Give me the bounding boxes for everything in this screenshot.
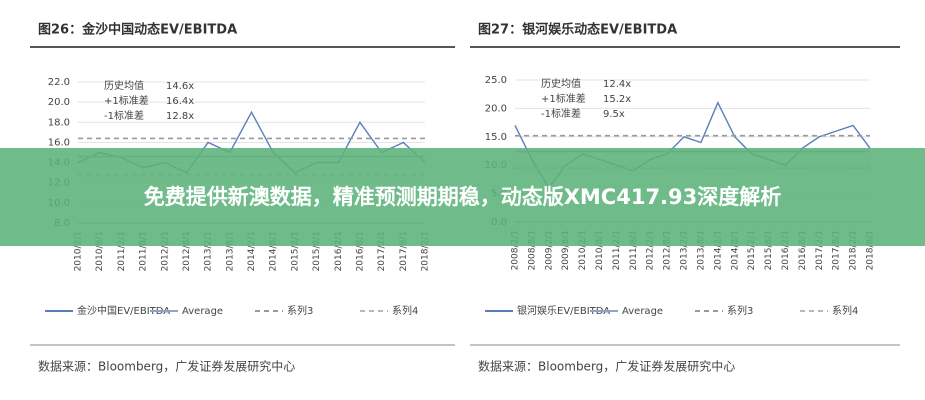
annotation-label: +1标准差 [104,94,149,107]
x-tick-label: 2013/2/1 [204,231,214,271]
x-tick-label: 2015/8/1 [764,230,774,270]
source: 数据来源：Bloomberg，广发证券发展研究中心 [38,359,295,374]
annotation-label: 历史均值 [541,77,581,90]
x-tick-label: 2013/8/1 [225,231,235,271]
x-tick-label: 2009/8/1 [561,230,571,270]
x-tick-label: 2017/8/1 [399,231,409,271]
annotation-label: -1标准差 [541,107,581,120]
y-tick-label: 20.0 [48,97,70,108]
x-tick-label: 2015/8/1 [312,231,322,271]
legend-label: 系列3 [287,304,313,317]
x-tick-label: 2012/8/1 [663,230,673,270]
x-tick-label: 2014/8/1 [269,231,279,271]
x-tick-label: 2015/2/1 [290,231,300,271]
x-tick-label: 2015/2/1 [747,230,757,270]
annotation-value: 12.4x [603,79,631,90]
x-tick-label: 2010/2/1 [74,231,84,271]
x-tick-label: 2008/2/1 [511,230,521,270]
legend-label: 系列4 [832,304,858,317]
legend-label: 金沙中国EV/EBITDA [77,304,170,317]
x-tick-label: 2018/2/1 [421,231,431,271]
x-tick-label: 2016/2/1 [781,230,791,270]
annotation-label: -1标准差 [104,109,144,122]
x-tick-label: 2014/8/1 [730,230,740,270]
x-tick-label: 2012/2/1 [646,230,656,270]
chart-title: 图27：银河娱乐动态EV/EBITDA [478,22,677,38]
legend-label: 系列3 [727,304,753,317]
x-tick-label: 2012/2/1 [160,231,170,271]
banner: 免费提供新澳数据，精准预测期期稳，动态版XMC417.93深度解析 [0,148,925,246]
x-tick-label: 2014/2/1 [247,231,257,271]
legend-label: Average [182,306,223,317]
x-tick-label: 2017/8/1 [832,230,842,270]
x-tick-label: 2011/8/1 [629,230,639,270]
x-tick-label: 2009/2/1 [544,230,554,270]
source: 数据来源：Bloomberg，广发证券发展研究中心 [478,359,735,374]
x-tick-label: 2010/8/1 [595,230,605,270]
x-tick-label: 2011/2/1 [117,231,127,271]
x-tick-label: 2017/2/1 [377,231,387,271]
y-tick-label: 25.0 [485,75,507,86]
x-tick-label: 2011/2/1 [612,230,622,270]
annotation-label: +1标准差 [541,92,586,105]
legend-label: 系列4 [392,304,418,317]
annotation-value: 9.5x [603,109,625,120]
x-tick-label: 2016/2/1 [334,231,344,271]
y-tick-label: 22.0 [48,77,70,88]
annotation-label: 历史均值 [104,79,144,92]
legend-label: 银河娱乐EV/EBITDA [517,304,610,317]
x-tick-label: 2013/8/1 [696,230,706,270]
x-tick-label: 2010/8/1 [95,231,105,271]
legend-label: Average [622,306,663,317]
x-tick-label: 2011/8/1 [139,231,149,271]
annotation-value: 16.4x [166,96,194,107]
annotation-value: 12.8x [166,111,194,122]
x-tick-label: 2013/2/1 [680,230,690,270]
y-tick-label: 15.0 [485,132,507,143]
y-tick-label: 18.0 [48,117,70,128]
x-tick-label: 2018/8/1 [866,230,876,270]
annotation-value: 15.2x [603,94,631,105]
x-tick-label: 2010/2/1 [578,230,588,270]
annotation-value: 14.6x [166,81,194,92]
x-tick-label: 2016/8/1 [355,231,365,271]
x-tick-label: 2017/2/1 [815,230,825,270]
chart-title: 图26：金沙中国动态EV/EBITDA [38,22,237,38]
y-tick-label: 16.0 [48,137,70,148]
x-tick-label: 2012/8/1 [182,231,192,271]
x-tick-label: 2018/2/1 [849,230,859,270]
x-tick-label: 2014/2/1 [713,230,723,270]
x-tick-label: 2016/8/1 [798,230,808,270]
y-tick-label: 20.0 [485,103,507,114]
x-tick-label: 2008/8/1 [527,230,537,270]
